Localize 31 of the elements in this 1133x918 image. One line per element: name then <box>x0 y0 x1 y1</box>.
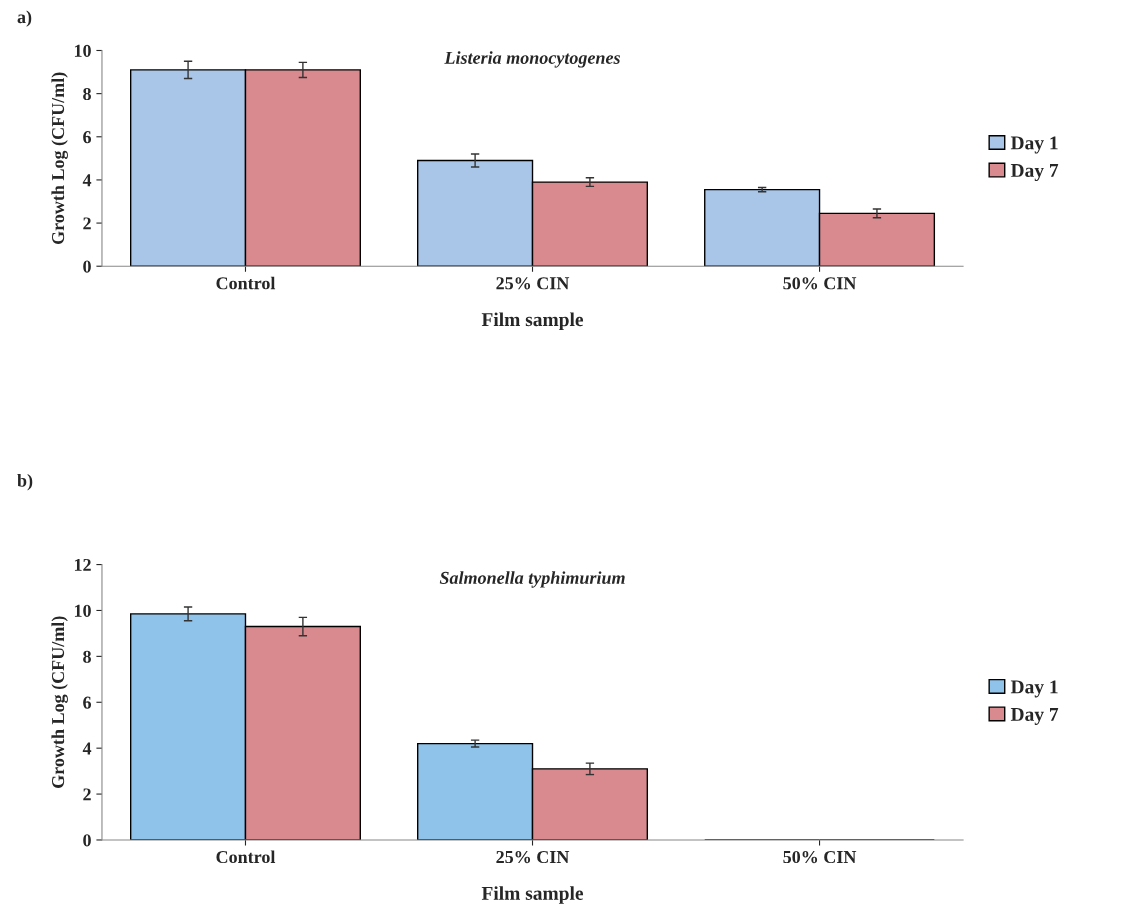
x-tick-label: 50% CIN <box>783 850 857 864</box>
x-tick-label: 25% CIN <box>496 277 570 290</box>
y-tick-label: 2 <box>83 217 91 230</box>
x-tick-label: Control <box>216 276 276 290</box>
x-tick-label: 50% CIN <box>783 277 857 290</box>
legend-label: Day 1 <box>1010 680 1058 698</box>
legend-label: Day 1 <box>1010 136 1058 154</box>
text: b) <box>17 474 33 491</box>
legend-label: Day 7 <box>1010 164 1059 182</box>
chart-title: Listeria monocytogenes <box>444 51 620 68</box>
y-tick-label: 4 <box>82 742 92 755</box>
text: a) <box>17 10 32 27</box>
y-axis-title: Growth Log (CFU/ml) <box>51 72 68 245</box>
x-tick-label: 25% CIN <box>496 850 570 864</box>
legend-label: Day 7 <box>1010 708 1059 725</box>
y-tick-label: 8 <box>83 650 91 663</box>
y-tick-label: 0 <box>83 260 91 273</box>
x-axis-title: Film sample <box>481 886 584 904</box>
y-tick-label: 6 <box>83 696 92 709</box>
y-tick-label: 0 <box>83 834 91 847</box>
y-tick-label: 10 <box>74 44 91 57</box>
y-tick-label: 12 <box>74 558 91 571</box>
y-tick-label: 8 <box>83 87 91 101</box>
y-tick-label: 2 <box>83 788 91 801</box>
y-tick-label: 4 <box>82 174 92 187</box>
y-tick-label: 6 <box>83 131 92 144</box>
y-axis-title: Growth Log (CFU/ml) <box>51 616 68 788</box>
x-axis-title: Film sample <box>481 312 584 331</box>
x-tick-label: Control <box>216 850 276 864</box>
chart-title: Salmonella typhimurium <box>439 571 625 588</box>
y-tick-label: 10 <box>74 604 91 617</box>
